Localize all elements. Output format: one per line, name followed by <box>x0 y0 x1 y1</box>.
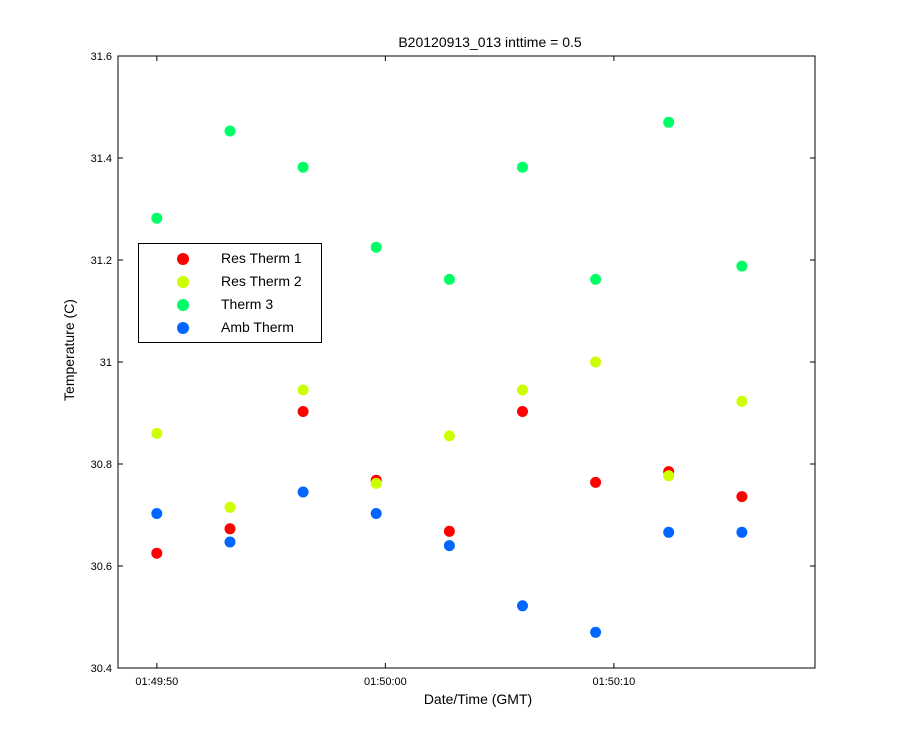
legend-marker <box>177 299 189 311</box>
data-point-amb-therm <box>663 526 675 538</box>
y-tick-label: 31.4 <box>91 153 112 165</box>
data-point-res-therm-1 <box>736 491 748 503</box>
legend-item-res-therm-1: Res Therm 1 <box>139 248 321 270</box>
data-point-res-therm-2 <box>443 430 455 442</box>
y-tick-label: 30.6 <box>91 561 112 573</box>
data-point-res-therm-2 <box>297 384 309 396</box>
data-point-therm-3 <box>663 116 675 128</box>
data-point-amb-therm <box>370 508 382 519</box>
data-point-res-therm-2 <box>663 470 675 482</box>
x-axis: 01:49:50 01:50:00 01:50:10 <box>135 56 635 688</box>
data-point-res-therm-1 <box>517 406 528 417</box>
data-point-res-therm-2 <box>151 427 163 439</box>
y-axis: 30.4 30.6 30.8 31 31.2 31.4 31.6 <box>91 51 815 675</box>
y-tick-label: 31.2 <box>91 255 112 267</box>
x-tick-label: 01:50:10 <box>592 676 635 688</box>
legend-label: Therm 3 <box>221 296 274 312</box>
data-point-res-therm-1 <box>590 476 602 488</box>
data-point-therm-3 <box>517 161 528 173</box>
legend-marker <box>177 322 189 334</box>
legend-item-res-therm-2: Res Therm 2 <box>139 271 321 293</box>
data-point-therm-3 <box>151 212 163 224</box>
data-point-res-therm-2 <box>370 477 382 489</box>
y-tick-label: 31 <box>100 357 112 369</box>
data-point-therm-3 <box>443 273 455 285</box>
data-point-amb-therm <box>151 508 163 519</box>
legend-marker <box>177 276 189 288</box>
data-point-amb-therm <box>297 486 309 498</box>
data-point-therm-3 <box>224 125 236 137</box>
data-point-amb-therm <box>443 540 455 552</box>
y-tick-label: 30.4 <box>91 663 112 675</box>
chart-title: B20120913_013 inttime = 0.5 <box>398 34 582 50</box>
data-points <box>151 116 748 638</box>
data-point-res-therm-1 <box>151 547 163 559</box>
data-point-therm-3 <box>370 241 382 253</box>
data-point-therm-3 <box>297 161 309 173</box>
data-point-res-therm-2 <box>590 356 602 368</box>
legend-label: Amb Therm <box>221 319 294 335</box>
y-axis-label: Temperature (C) <box>61 299 77 401</box>
y-tick-label: 30.8 <box>91 459 112 471</box>
data-point-res-therm-1 <box>443 525 455 537</box>
data-point-res-therm-1 <box>224 523 236 535</box>
x-tick-label: 01:49:50 <box>135 676 178 688</box>
data-point-amb-therm <box>517 600 528 612</box>
legend-label: Res Therm 2 <box>221 273 302 289</box>
legend-item-therm-3: Therm 3 <box>139 294 321 316</box>
legend-marker <box>177 253 189 265</box>
data-point-therm-3 <box>590 273 602 285</box>
data-point-therm-3 <box>736 260 748 272</box>
legend-item-amb-therm: Amb Therm <box>139 317 321 339</box>
data-point-amb-therm <box>736 526 748 538</box>
plot-area <box>117 55 816 669</box>
data-point-amb-therm <box>590 626 602 638</box>
x-tick-label: 01:50:00 <box>364 676 407 688</box>
data-point-res-therm-1 <box>297 406 309 417</box>
legend: Res Therm 1 Res Therm 2 Therm 3 Amb Ther… <box>138 243 322 343</box>
y-tick-label: 31.6 <box>91 51 112 63</box>
data-point-res-therm-2 <box>224 501 236 513</box>
x-axis-label: Date/Time (GMT) <box>424 691 532 707</box>
legend-label: Res Therm 1 <box>221 250 302 266</box>
data-point-res-therm-2 <box>736 395 748 407</box>
data-point-res-therm-2 <box>517 384 528 396</box>
data-point-amb-therm <box>224 536 236 548</box>
